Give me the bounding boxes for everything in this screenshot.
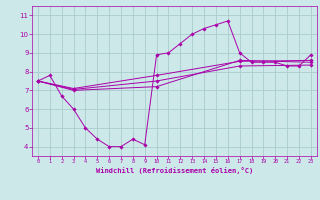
X-axis label: Windchill (Refroidissement éolien,°C): Windchill (Refroidissement éolien,°C) [96, 167, 253, 174]
